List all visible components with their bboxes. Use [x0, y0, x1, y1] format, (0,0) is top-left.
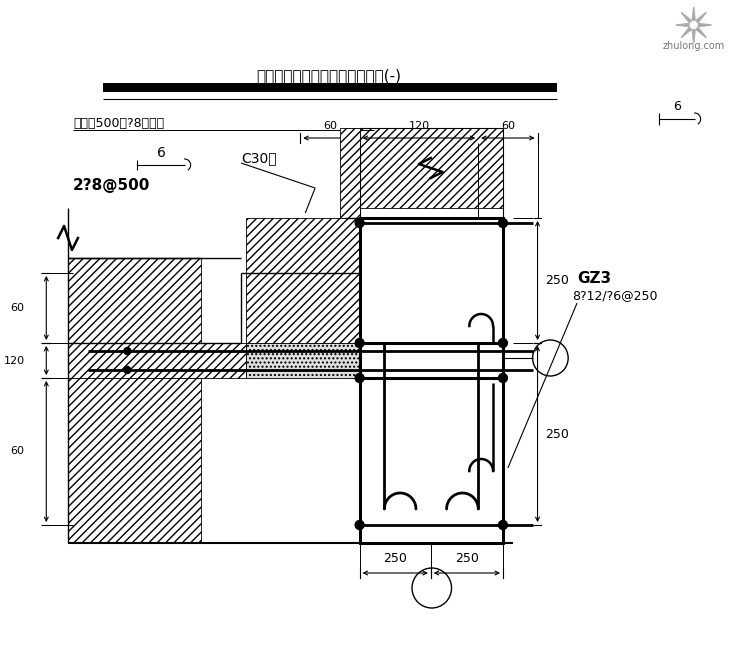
Bar	[345, 128, 360, 208]
Text: 2?8@500: 2?8@500	[73, 178, 150, 192]
Text: 6: 6	[158, 146, 167, 160]
Text: 250: 250	[545, 274, 569, 287]
Text: 外围护墙与钢柱转角处连接做法(-): 外围护墙与钢柱转角处连接做法(-)	[256, 69, 401, 84]
Circle shape	[498, 520, 507, 530]
Bar	[68, 378, 201, 543]
Circle shape	[498, 373, 507, 383]
Text: 60: 60	[501, 121, 515, 131]
Polygon shape	[696, 12, 706, 23]
Bar	[360, 218, 503, 543]
Text: 120: 120	[4, 355, 25, 365]
Bar	[68, 208, 201, 258]
Bar	[360, 379, 502, 542]
Bar	[246, 343, 369, 378]
Text: 60: 60	[11, 303, 25, 313]
Circle shape	[124, 347, 130, 355]
Text: 120: 120	[409, 121, 430, 131]
Circle shape	[124, 367, 130, 373]
Circle shape	[355, 339, 364, 347]
Bar	[340, 128, 360, 218]
Text: C30砼: C30砼	[241, 151, 277, 165]
Circle shape	[355, 373, 364, 383]
Circle shape	[355, 218, 364, 228]
Text: 250: 250	[383, 552, 407, 565]
Circle shape	[498, 218, 507, 228]
Polygon shape	[692, 30, 695, 43]
Bar	[68, 258, 201, 343]
Text: 250: 250	[455, 552, 479, 565]
Polygon shape	[698, 23, 712, 27]
Text: 浇高度500设?8拉结筋: 浇高度500设?8拉结筋	[73, 116, 164, 130]
Polygon shape	[676, 23, 689, 27]
Circle shape	[355, 520, 364, 530]
Bar	[68, 343, 246, 378]
Bar	[360, 219, 502, 342]
Polygon shape	[696, 27, 706, 37]
Polygon shape	[681, 12, 691, 23]
Text: zhulong.com: zhulong.com	[663, 41, 725, 51]
Bar	[103, 83, 557, 92]
Circle shape	[498, 339, 507, 347]
Text: GZ3: GZ3	[577, 271, 611, 285]
Polygon shape	[681, 27, 691, 37]
Bar	[246, 273, 369, 343]
Text: 250: 250	[545, 428, 569, 440]
Bar	[369, 343, 493, 378]
Text: 8?12/?6@250: 8?12/?6@250	[572, 289, 657, 303]
Text: 60: 60	[11, 446, 25, 456]
Polygon shape	[692, 7, 695, 20]
Bar	[246, 218, 419, 273]
Text: 60: 60	[323, 121, 337, 131]
Bar	[360, 128, 503, 208]
Text: 6: 6	[673, 100, 681, 113]
